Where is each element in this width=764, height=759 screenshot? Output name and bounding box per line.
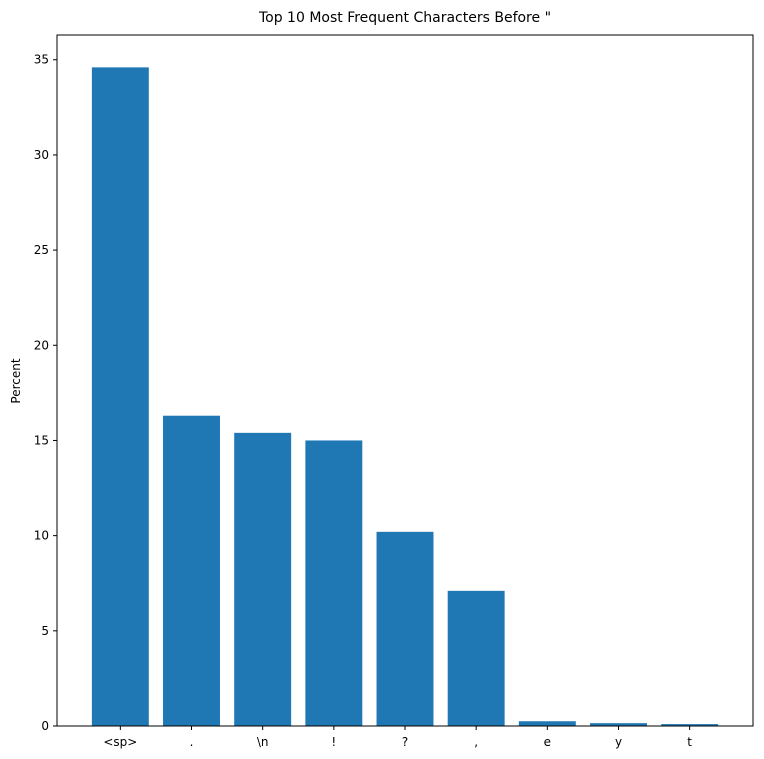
bar-5 <box>447 590 505 726</box>
x-tick-label: e <box>544 735 551 749</box>
y-tick-label: 25 <box>34 243 49 257</box>
y-tick-label: 10 <box>34 529 49 543</box>
bar-6 <box>518 721 576 726</box>
bar-0 <box>91 67 149 726</box>
bar-8 <box>661 724 719 726</box>
x-tick-label: . <box>190 735 194 749</box>
bars-group <box>91 67 719 726</box>
x-tick-label: \n <box>257 735 269 749</box>
y-axis: 0 5 10 15 20 25 30 35 <box>34 53 57 733</box>
x-tick-label: ! <box>331 735 336 749</box>
bar-7 <box>590 723 647 726</box>
chart-title: Top 10 Most Frequent Characters Before " <box>258 10 551 26</box>
bar-2 <box>234 432 292 726</box>
x-tick-label: y <box>615 735 622 749</box>
x-tick-label: t <box>687 735 692 749</box>
y-tick-label: 5 <box>41 624 49 638</box>
y-axis-label: Percent <box>9 358 23 403</box>
bar-1 <box>163 415 220 726</box>
x-tick-label: , <box>474 735 478 749</box>
x-tick-label: <sp> <box>103 735 137 749</box>
bar-4 <box>376 531 434 726</box>
y-tick-label: 0 <box>41 719 49 733</box>
y-tick-label: 20 <box>34 338 49 352</box>
y-tick-label: 30 <box>34 148 49 162</box>
bar-3 <box>305 440 363 726</box>
y-tick-label: 35 <box>34 53 49 67</box>
y-tick-label: 15 <box>34 433 49 447</box>
x-tick-label: ? <box>402 735 408 749</box>
plot-frame <box>56 34 754 727</box>
x-axis: <sp>. \n!?, e y t <box>103 726 692 749</box>
